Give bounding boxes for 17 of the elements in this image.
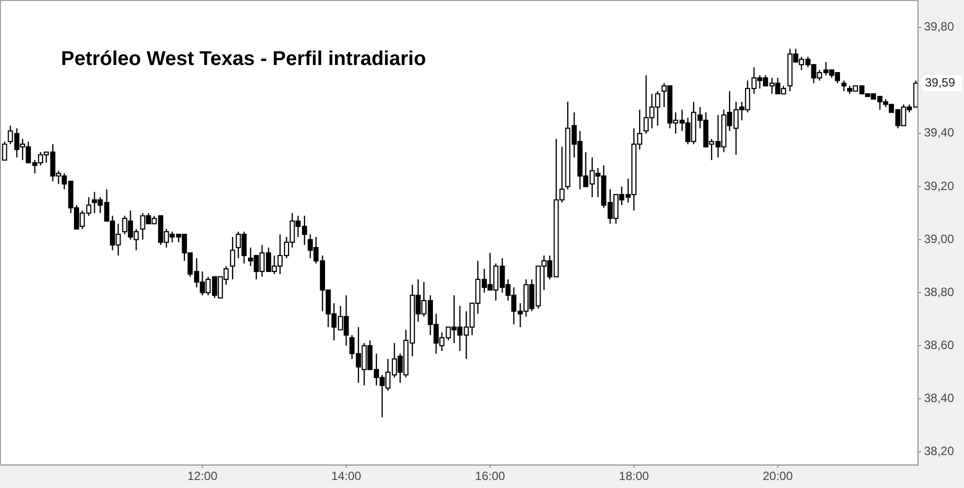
y-tick-label: 38,20: [924, 444, 954, 458]
x-tick-label: 20:00: [762, 469, 794, 484]
y-tick-label: 38,80: [924, 284, 954, 299]
y-tick-label: 38,60: [924, 338, 954, 352]
y-tick-label: 38,40: [924, 390, 954, 405]
y-tick-label: 39,20: [924, 178, 954, 193]
x-tick-label: 16:00: [475, 469, 506, 484]
x-tick-label: 18:00: [618, 469, 650, 484]
text: Petróleo West Texas - Perfil intradiario: [61, 48, 426, 70]
x-tick-label: 14:00: [331, 469, 362, 484]
candlestick: [230, 236, 236, 280]
x-tick-label: 12:00: [187, 469, 218, 484]
y-tick-label: 39,00: [924, 232, 954, 246]
candlestick: [841, 80, 846, 92]
y-tick-label: 39,40: [924, 126, 954, 140]
y-tick-label: 39,80: [924, 20, 954, 34]
annotation: 39,59: [925, 75, 956, 90]
